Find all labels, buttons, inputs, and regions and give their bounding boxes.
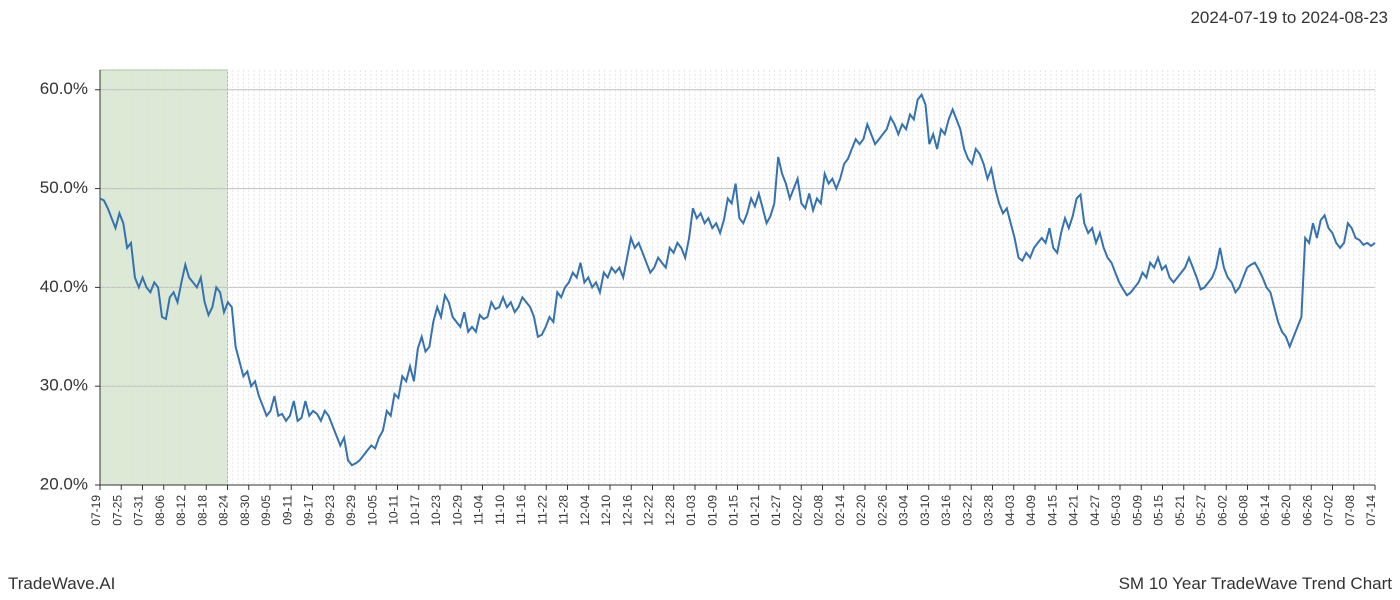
x-tick-label: 01-21 bbox=[748, 495, 762, 526]
x-tick-label: 10-23 bbox=[429, 495, 443, 526]
date-range-label: 2024-07-19 to 2024-08-23 bbox=[1190, 8, 1388, 28]
x-tick-label: 03-10 bbox=[918, 495, 932, 526]
y-tick-label: 30.0% bbox=[40, 376, 88, 395]
x-tick-label: 06-08 bbox=[1237, 495, 1251, 526]
x-tick-label: 08-12 bbox=[174, 495, 188, 526]
x-tick-label: 03-16 bbox=[939, 495, 953, 526]
y-tick-label: 60.0% bbox=[40, 79, 88, 98]
x-tick-label: 11-28 bbox=[557, 495, 571, 525]
x-tick-label: 02-14 bbox=[833, 495, 847, 526]
x-tick-label: 02-26 bbox=[875, 495, 889, 526]
x-tick-label: 05-03 bbox=[1109, 495, 1123, 526]
x-tick-label: 12-04 bbox=[578, 495, 592, 526]
x-tick-label: 03-22 bbox=[960, 495, 974, 526]
y-tick-label: 20.0% bbox=[40, 474, 88, 493]
x-tick-label: 04-21 bbox=[1067, 495, 1081, 526]
x-tick-label: 04-09 bbox=[1024, 495, 1038, 526]
chart-svg: 20.0% 30.0% 40.0% 50.0% 60.0% 07-19 07-25 07-31… bbox=[10, 40, 1390, 565]
x-tick-label: 07-31 bbox=[132, 495, 146, 526]
x-tick-label: 01-27 bbox=[769, 495, 783, 526]
x-tick-label: 09-05 bbox=[259, 495, 273, 526]
x-tick-label: 06-14 bbox=[1258, 495, 1272, 526]
x-tick-label: 10-11 bbox=[387, 495, 401, 525]
x-tick-label: 11-04 bbox=[472, 495, 486, 525]
x-tick-label: 12-28 bbox=[663, 495, 677, 526]
x-tick-label: 02-02 bbox=[790, 495, 804, 526]
y-tick-label: 50.0% bbox=[40, 178, 88, 197]
x-tick-label: 10-05 bbox=[365, 495, 379, 526]
y-tick-label: 40.0% bbox=[40, 277, 88, 296]
x-tick-label: 08-06 bbox=[153, 495, 167, 526]
x-tick-label: 12-10 bbox=[599, 495, 613, 526]
x-tick-label: 04-15 bbox=[1045, 495, 1059, 526]
x-tick-label: 08-24 bbox=[217, 495, 231, 526]
x-tick-label: 10-17 bbox=[408, 495, 422, 526]
x-tick-label: 01-15 bbox=[727, 495, 741, 526]
x-tick-label: 05-27 bbox=[1194, 495, 1208, 526]
x-tick-label: 02-08 bbox=[812, 495, 826, 526]
x-tick-label: 05-15 bbox=[1152, 495, 1166, 526]
x-tick-label: 04-27 bbox=[1088, 495, 1102, 526]
x-tick-label: 07-19 bbox=[89, 495, 103, 526]
x-tick-label: 09-17 bbox=[302, 495, 316, 526]
x-tick-label: 12-16 bbox=[620, 495, 634, 526]
x-tick-label: 09-23 bbox=[323, 495, 337, 526]
x-tick-label: 04-03 bbox=[1003, 495, 1017, 526]
footer-brand: TradeWave.AI bbox=[8, 574, 115, 594]
x-tick-label: 11-10 bbox=[493, 495, 507, 525]
x-tick-label: 07-14 bbox=[1364, 495, 1378, 526]
x-tick-label: 09-11 bbox=[280, 495, 294, 525]
x-tick-label: 07-25 bbox=[110, 495, 124, 526]
footer-title: SM 10 Year TradeWave Trend Chart bbox=[1119, 574, 1392, 594]
x-tick-label: 08-18 bbox=[195, 495, 209, 526]
x-tick-label: 07-02 bbox=[1322, 495, 1336, 526]
x-tick-label: 06-02 bbox=[1215, 495, 1229, 526]
x-tick-label: 05-21 bbox=[1173, 495, 1187, 526]
x-tick-label: 07-08 bbox=[1343, 495, 1357, 526]
x-tick-label: 09-29 bbox=[344, 495, 358, 526]
chart-container: 20.0% 30.0% 40.0% 50.0% 60.0% 07-19 07-25 07-31… bbox=[10, 40, 1390, 565]
x-tick-label: 01-03 bbox=[684, 495, 698, 526]
x-tick-label: 10-29 bbox=[450, 495, 464, 526]
x-tick-label: 03-28 bbox=[982, 495, 996, 526]
x-tick-label: 03-04 bbox=[897, 495, 911, 526]
x-tick-label: 01-09 bbox=[705, 495, 719, 526]
x-tick-label: 11-22 bbox=[535, 495, 549, 525]
x-tick-label: 06-26 bbox=[1300, 495, 1314, 526]
x-tick-label: 11-16 bbox=[514, 495, 528, 525]
x-tick-label: 05-09 bbox=[1130, 495, 1144, 526]
x-tick-label: 12-22 bbox=[642, 495, 656, 526]
x-tick-label: 08-30 bbox=[238, 495, 252, 526]
x-tick-label: 02-20 bbox=[854, 495, 868, 526]
x-tick-label: 06-20 bbox=[1279, 495, 1293, 526]
